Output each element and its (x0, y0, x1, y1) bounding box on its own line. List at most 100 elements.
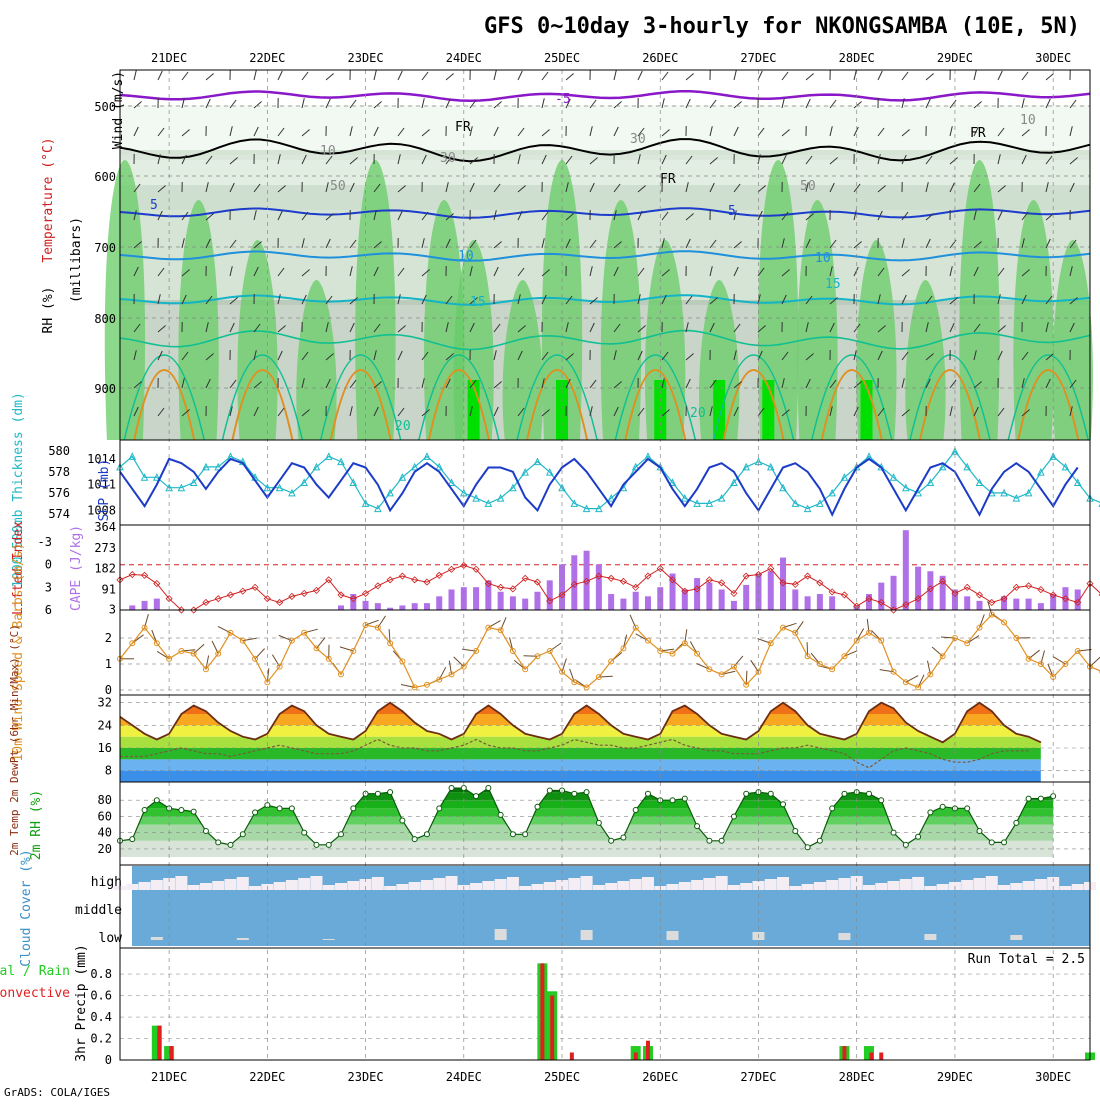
rh-point (314, 842, 319, 847)
x-tick-label-bottom: 24DEC (446, 1070, 482, 1084)
rh-tick-label: 60 (98, 809, 112, 823)
rh-point (547, 788, 552, 793)
rh-band-2m (120, 784, 1090, 792)
temp-tick-label: 8 (105, 764, 112, 778)
rh-point (805, 845, 810, 850)
pressure-axis-label: (millibars) (69, 217, 84, 303)
x-tick-label-bottom: 23DEC (348, 1070, 384, 1084)
cloud-low-bar (495, 929, 507, 940)
cloud-high-bar (617, 881, 629, 890)
cape-tick-label: 273 (94, 541, 116, 555)
x-tick-label-bottom: 26DEC (642, 1070, 678, 1084)
pressure-tick-label: 700 (94, 241, 116, 255)
cloud-high-bar (495, 879, 507, 890)
rh-point (412, 837, 417, 842)
rh-axis-label: RH (%) (41, 287, 56, 334)
cloud-high-bar (286, 880, 298, 890)
rh-point (400, 818, 405, 823)
cloud-high-bar (605, 883, 617, 890)
cloud-high-bar (347, 881, 359, 890)
cape-bar (142, 601, 148, 610)
temp-tick-label: 32 (98, 696, 112, 710)
slp-panel-frame (120, 440, 1090, 525)
cloud-high-bar (433, 878, 445, 890)
cape-bar (1013, 599, 1019, 610)
contour-label: 10 (458, 249, 474, 264)
cape-bar (338, 605, 344, 610)
cloud-high-bar (838, 878, 850, 890)
x-tick-label-top: 21DEC (151, 51, 187, 65)
cloud-high-bar (175, 876, 187, 890)
cloud-high-bar (237, 877, 249, 890)
cloud-high-bar (888, 881, 900, 890)
rh-point (253, 810, 258, 815)
rh-point (486, 786, 491, 791)
rh-point (339, 832, 344, 837)
thickness-tick-label: 580 (48, 444, 70, 458)
cloud-low-bar (237, 938, 249, 940)
run-total-label: Run Total = 2.5 (968, 952, 1085, 967)
precip-convective-bar (842, 1046, 846, 1060)
cape-bar (829, 596, 835, 610)
rh-point (523, 832, 528, 837)
cloud-high-bar (139, 882, 151, 890)
cloud-high-bar (679, 882, 691, 890)
cloud-high-bar (986, 876, 998, 890)
contour-label: 10 (320, 144, 336, 159)
x-tick-label-top: 25DEC (544, 51, 580, 65)
cloud-high-bar (998, 885, 1010, 890)
cloud-high-bar (924, 886, 936, 890)
temp-band (120, 703, 1041, 714)
cloud-high-bar (249, 886, 261, 890)
rh-point (1038, 796, 1043, 801)
precip-panel-frame (120, 948, 1090, 1060)
temp-band (120, 725, 1041, 736)
rh-point (375, 791, 380, 796)
precip-convective-bar (550, 996, 554, 1060)
rh-point (1002, 840, 1007, 845)
cloud-high-bar (126, 884, 138, 890)
temp-tick-label: 24 (98, 718, 112, 732)
cape-bar (792, 589, 798, 610)
thickness-tick-label: 574 (48, 507, 70, 521)
cape-bar (424, 603, 430, 610)
cloud-high-bar (151, 880, 163, 890)
precip-tick-label: 0.4 (90, 1010, 112, 1024)
rh-point (842, 791, 847, 796)
rh-point (682, 796, 687, 801)
precip-convective-bar (570, 1052, 574, 1060)
cloud-high-bar (310, 876, 322, 890)
lifted-index-tick-label: 0 (45, 558, 52, 572)
rh-point (326, 842, 331, 847)
x-tick-label-top: 30DEC (1035, 51, 1071, 65)
x-tick-label-top: 24DEC (446, 51, 482, 65)
cloud-high-bar (1023, 881, 1035, 890)
rh-point (302, 830, 307, 835)
precip-convective-bar (540, 963, 544, 1060)
precip-tick-label: 0.6 (90, 989, 112, 1003)
cloud-high-bar (875, 883, 887, 890)
chart-title: GFS 0~10day 3-hourly for NKONGSAMBA (10E… (484, 14, 1080, 39)
cape-bar (1038, 603, 1044, 610)
pressure-tick-label: 600 (94, 170, 116, 184)
cloud-low-bar (323, 939, 335, 940)
cape-bar (375, 603, 381, 610)
slp-axis-label: SLP (mb) (97, 459, 112, 522)
cloud-level-label: middle (75, 903, 122, 918)
cloud-high-bar (298, 878, 310, 890)
contour-label: 10 (1020, 113, 1036, 128)
rh-point (191, 809, 196, 814)
rh-point (584, 790, 589, 795)
cape-bar (903, 530, 909, 610)
rh-point (449, 786, 454, 791)
rh-point (424, 832, 429, 837)
cloud-high-bar (421, 880, 433, 890)
cloud-high-bar (581, 876, 593, 890)
rh-point (130, 837, 135, 842)
rh-band-2m (120, 808, 1090, 816)
rh-point (240, 832, 245, 837)
cloud-high-bar (396, 884, 408, 890)
rh-tick-label: 40 (98, 826, 112, 840)
